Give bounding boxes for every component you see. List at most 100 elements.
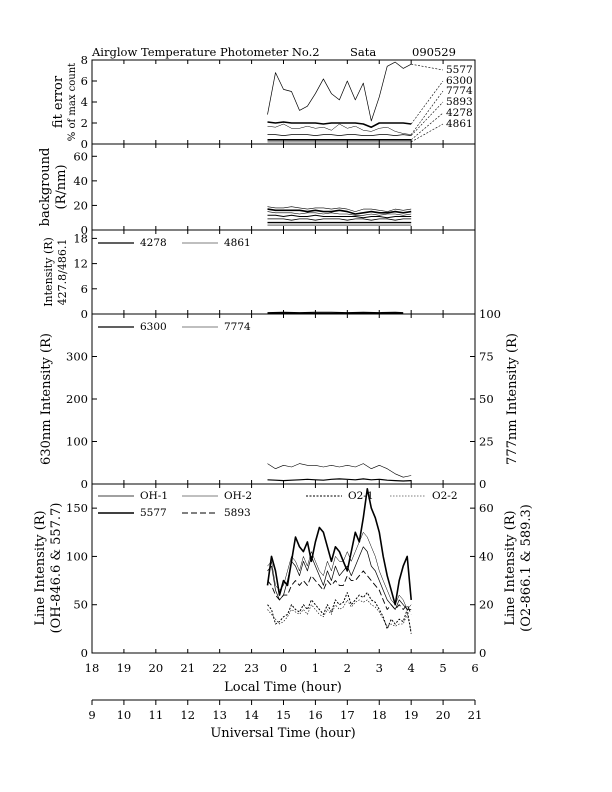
universal-time-tick-label: 14 [244, 708, 259, 722]
universal-time-tick-label: 13 [212, 708, 227, 722]
series-line-fit-error-7774 [267, 123, 412, 135]
legend-label-blue-intensity-4278: 4278 [140, 237, 167, 249]
ytick-label-fit-error: 2 [81, 116, 88, 130]
line-intensity-ylabel-right-2: (O2-866.1 & 589.3) [519, 504, 534, 632]
fit-error-ylabel-1: fit error [51, 75, 66, 128]
series-line-oi-intensity-6300 [267, 478, 412, 482]
background-ylabel-2: (R/nm) [54, 164, 69, 209]
ytick-label-right-line-intensity: 40 [479, 549, 494, 563]
universal-time-tick-label: 19 [404, 708, 419, 722]
data-lines-layer [266, 61, 412, 634]
ytick-label-fit-error: 8 [81, 53, 88, 67]
legend-label-line-intensity-O2-1: O2-1 [348, 490, 374, 502]
panel-background-frame [91, 143, 476, 231]
local-time-tick-label: 5 [439, 661, 446, 675]
local-time-tick-label: 19 [117, 661, 132, 675]
local-time-xlabel: Local Time (hour) [224, 680, 342, 695]
universal-time-xlabel: Universal Time (hour) [210, 726, 355, 741]
panel-oi-intensity-frame [91, 313, 476, 485]
ytick-label-blue-intensity: 6 [81, 282, 88, 296]
ytick-label-oi-intensity: 200 [66, 392, 88, 406]
local-time-tick-label: 22 [212, 661, 227, 675]
blue-intensity-ylabel-2: 427.8/486.1 [56, 239, 69, 306]
ytick-label-right-line-intensity: 20 [479, 598, 494, 612]
local-time-tick-label: 6 [471, 661, 478, 675]
ytick-label-oi-intensity: 300 [66, 350, 88, 364]
series-line-line-intensity-5893 [267, 570, 412, 615]
ytick-label-right-oi-intensity: 75 [479, 350, 494, 364]
ytick-label-blue-intensity: 18 [73, 231, 88, 245]
universal-time-tick-label: 9 [88, 708, 95, 722]
local-time-tick-label: 21 [180, 661, 195, 675]
line-intensity-ylabel-right-1: Line Intensity (R) [503, 510, 518, 625]
ytick-label-right-oi-intensity: 50 [479, 392, 494, 406]
fit-error-label-6300: 6300 [446, 75, 473, 87]
series-line-oi-intensity-7774 [267, 463, 412, 478]
universal-time-tick-label: 20 [436, 708, 451, 722]
local-time-tick-label: 20 [149, 661, 164, 675]
local-time-tick-label: 4 [408, 661, 415, 675]
universal-time-tick-label: 16 [308, 708, 323, 722]
universal-time-tick-label: 11 [149, 708, 164, 722]
series-line-background-2 [267, 211, 412, 216]
ytick-label-background: 60 [73, 149, 88, 163]
universal-time-tick-label: 17 [340, 708, 355, 722]
ytick-label-blue-intensity: 12 [73, 257, 88, 271]
ytick-label-right-oi-intensity: 100 [479, 307, 501, 321]
universal-time-tick-label: 21 [468, 708, 483, 722]
title-instrument: Airglow Temperature Photometer No.2 [91, 45, 320, 59]
ytick-label-line-intensity: 0 [81, 646, 88, 660]
ytick-label-line-intensity: 50 [73, 598, 88, 612]
legend-label-line-intensity-5893: 5893 [224, 507, 251, 519]
legend-label-blue-intensity-4861: 4861 [224, 237, 251, 249]
ytick-label-background: 20 [73, 198, 88, 212]
series-line-line-intensity-5577 [266, 487, 412, 606]
series-line-background-0 [267, 206, 412, 212]
ticks-layer [91, 59, 476, 705]
ytick-label-line-intensity: 100 [66, 549, 88, 563]
local-time-tick-label: 18 [85, 661, 100, 675]
legend-label-line-intensity-O2-2: O2-2 [432, 490, 458, 502]
legend-label-oi-intensity-6300: 6300 [140, 321, 167, 333]
series-line-line-intensity-O2-1 [267, 592, 412, 634]
fit-error-leader-6300 [410, 80, 444, 125]
universal-time-tick-label: 15 [276, 708, 291, 722]
universal-time-tick-label: 12 [180, 708, 195, 722]
blue-intensity-ylabel-1: Intensity (R) [42, 237, 55, 307]
series-line-background-4 [267, 218, 412, 221]
labels-layer: 0246802040600612180100200300025507510005… [66, 53, 501, 722]
fit-error-leader-4861 [411, 123, 444, 143]
series-line-fit-error-5893 [267, 134, 412, 137]
oi-intensity-ylabel: 630nm Intensity (R) [39, 333, 54, 465]
ytick-label-blue-intensity: 0 [81, 307, 88, 321]
fit-error-leader-5577 [411, 63, 444, 71]
ytick-label-fit-error: 4 [81, 95, 88, 109]
background-ylabel-1: background [38, 148, 53, 227]
ytick-label-background: 0 [81, 223, 88, 237]
series-line-fit-error-5577 [267, 61, 412, 122]
fit-error-label-7774: 7774 [446, 85, 473, 97]
fit-error-leader-7774 [410, 90, 444, 135]
universal-time-tick-label: 10 [117, 708, 132, 722]
fit-error-leader-4278 [410, 112, 444, 141]
series-line-background-1 [267, 208, 412, 215]
ytick-label-fit-error: 6 [81, 74, 88, 88]
ytick-label-line-intensity: 150 [66, 501, 88, 515]
legend-label-line-intensity-OH-2: OH-2 [224, 490, 252, 502]
series-line-line-intensity-O2-2 [267, 599, 412, 632]
line-intensity-ylabel-2: (OH-846.6 & 557.7) [49, 503, 64, 634]
legend-label-oi-intensity-7774: 7774 [224, 321, 251, 333]
ytick-label-oi-intensity: 100 [66, 435, 88, 449]
fit-error-label-4278: 4278 [446, 107, 473, 119]
fit-error-label-5577: 5577 [446, 64, 473, 76]
line-intensity-ylabel-1: Line Intensity (R) [33, 510, 48, 625]
series-line-background-3 [267, 214, 412, 219]
ytick-label-right-line-intensity: 0 [479, 646, 486, 660]
ytick-label-right-oi-intensity: 25 [479, 435, 494, 449]
fit-error-label-5893: 5893 [446, 96, 473, 108]
local-time-tick-label: 0 [280, 661, 287, 675]
panel-fit-error-frame [91, 59, 476, 145]
fit-error-ylabel-2: % of max count [67, 63, 78, 141]
local-time-tick-label: 2 [344, 661, 351, 675]
